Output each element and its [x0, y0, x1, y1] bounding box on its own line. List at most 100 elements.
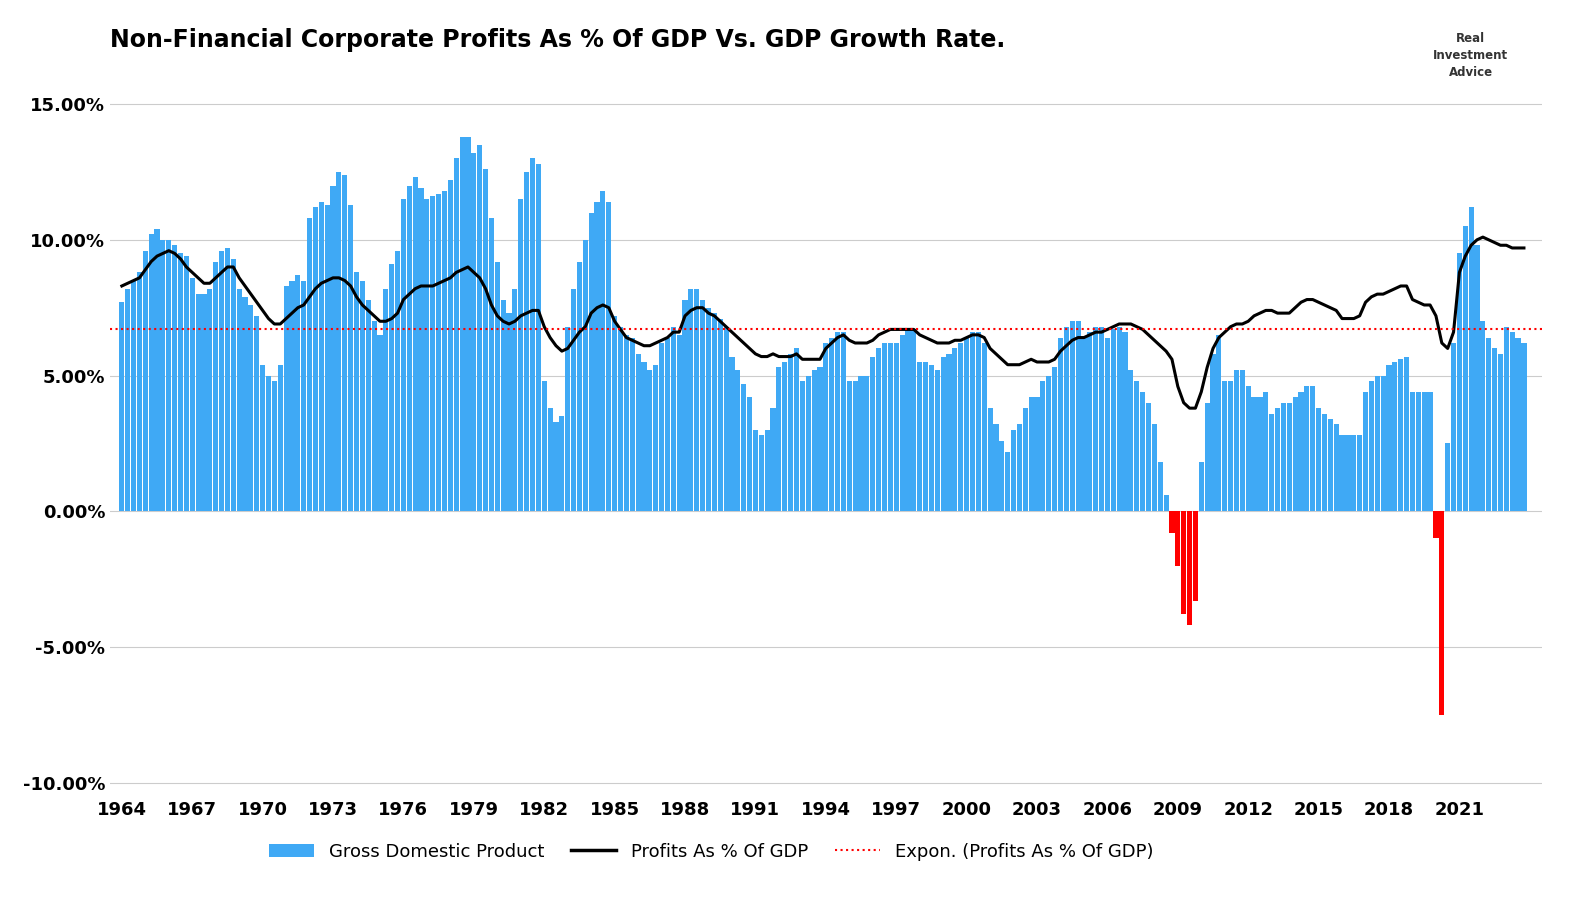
- Bar: [131, 281, 137, 511]
- Bar: [436, 194, 440, 511]
- Bar: [647, 370, 653, 511]
- Bar: [283, 286, 289, 511]
- Bar: [530, 158, 535, 511]
- Bar: [1070, 321, 1074, 511]
- Bar: [472, 153, 477, 511]
- Bar: [195, 294, 201, 511]
- Bar: [495, 262, 500, 511]
- Bar: [407, 186, 412, 511]
- Bar: [425, 199, 429, 511]
- Bar: [236, 289, 242, 511]
- Bar: [1357, 435, 1362, 511]
- Bar: [477, 145, 483, 511]
- Bar: [975, 332, 982, 511]
- Bar: [1140, 392, 1145, 511]
- Bar: [928, 365, 934, 511]
- Bar: [1263, 392, 1268, 511]
- Bar: [1463, 226, 1468, 511]
- Bar: [442, 191, 447, 511]
- Bar: [653, 365, 658, 511]
- Bar: [1328, 419, 1332, 511]
- Bar: [1422, 392, 1427, 511]
- Bar: [1211, 354, 1216, 511]
- Bar: [923, 362, 928, 511]
- Bar: [184, 256, 189, 511]
- Bar: [330, 186, 335, 511]
- Bar: [1158, 462, 1162, 511]
- Bar: [982, 343, 986, 511]
- Bar: [629, 338, 635, 511]
- Bar: [1081, 338, 1087, 511]
- Bar: [618, 327, 623, 511]
- Bar: [1427, 392, 1433, 511]
- Bar: [1252, 397, 1257, 511]
- Bar: [724, 327, 728, 511]
- Bar: [1205, 403, 1210, 511]
- Bar: [448, 180, 453, 511]
- Bar: [1493, 348, 1497, 511]
- Bar: [378, 335, 382, 511]
- Bar: [319, 202, 324, 511]
- Bar: [887, 343, 893, 511]
- Bar: [560, 416, 565, 511]
- Bar: [171, 245, 178, 511]
- Bar: [595, 202, 599, 511]
- Bar: [1457, 253, 1461, 511]
- Bar: [565, 327, 571, 511]
- Bar: [343, 175, 348, 511]
- Bar: [635, 354, 640, 511]
- Bar: [805, 376, 810, 511]
- Bar: [577, 262, 582, 511]
- Bar: [782, 362, 788, 511]
- Bar: [167, 240, 171, 511]
- Bar: [1392, 362, 1397, 511]
- Bar: [1446, 443, 1450, 511]
- Bar: [818, 367, 823, 511]
- Bar: [1310, 386, 1315, 511]
- Bar: [1257, 397, 1263, 511]
- Bar: [911, 329, 917, 511]
- Bar: [665, 338, 670, 511]
- Bar: [1433, 511, 1439, 538]
- Bar: [1521, 343, 1526, 511]
- Bar: [799, 381, 805, 511]
- Bar: [178, 253, 182, 511]
- Bar: [812, 370, 816, 511]
- Bar: [1111, 329, 1115, 511]
- Bar: [365, 300, 371, 511]
- Bar: [999, 441, 1005, 511]
- Bar: [864, 376, 870, 511]
- Bar: [1063, 327, 1070, 511]
- Bar: [160, 240, 165, 511]
- Bar: [296, 275, 300, 511]
- Bar: [1398, 359, 1403, 511]
- Bar: [1480, 321, 1485, 511]
- Bar: [1188, 511, 1192, 625]
- Bar: [384, 289, 389, 511]
- Bar: [412, 177, 418, 511]
- Bar: [1005, 452, 1010, 511]
- Bar: [741, 384, 746, 511]
- Bar: [606, 202, 612, 511]
- Bar: [459, 137, 464, 511]
- Bar: [1059, 338, 1063, 511]
- Bar: [266, 376, 271, 511]
- Bar: [952, 348, 958, 511]
- Bar: [1016, 424, 1022, 511]
- Bar: [971, 332, 975, 511]
- Bar: [1276, 408, 1280, 511]
- Bar: [1409, 392, 1416, 511]
- Bar: [823, 343, 829, 511]
- Bar: [730, 357, 735, 511]
- Bar: [689, 289, 694, 511]
- Bar: [947, 354, 952, 511]
- Bar: [1351, 435, 1356, 511]
- Bar: [853, 381, 857, 511]
- Bar: [1011, 430, 1016, 511]
- Bar: [893, 343, 898, 511]
- Bar: [1386, 365, 1392, 511]
- Bar: [758, 435, 764, 511]
- Bar: [624, 335, 629, 511]
- Bar: [717, 319, 724, 511]
- Bar: [1369, 381, 1373, 511]
